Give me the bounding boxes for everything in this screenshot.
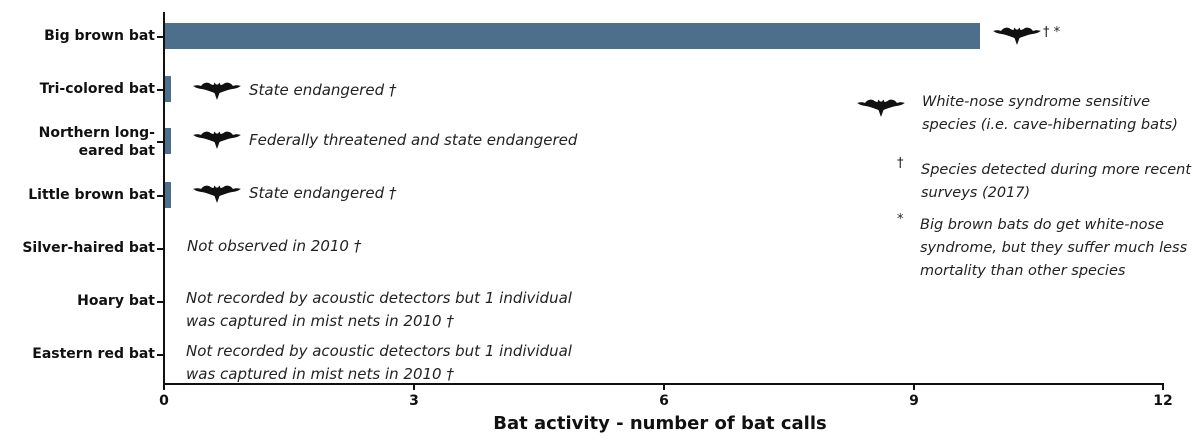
category-label-line: Northern long- [38, 125, 155, 141]
x-tick-label: 9 [909, 393, 919, 409]
annotation-big-brown-bat: † * [1043, 25, 1061, 40]
category-label: Big brown bat [44, 28, 155, 44]
legend-line: mortality than other species [920, 263, 1126, 279]
y-tick [157, 36, 163, 38]
annotation-hoary-bat: Not recorded by acoustic detectors but 1… [186, 287, 572, 333]
x-tick [913, 384, 915, 390]
bat-icon [193, 80, 241, 102]
annotation-eastern-red-bat: Not recorded by acoustic detectors but 1… [186, 340, 572, 386]
annotation-line: was captured in mist nets in 2010 † [186, 365, 454, 383]
y-tick [157, 354, 163, 356]
legend-star-symbol: * [897, 212, 904, 227]
category-label: Hoary bat [77, 293, 155, 309]
category-label: Tri-colored bat [39, 81, 155, 97]
category-label: Little brown bat [28, 187, 155, 203]
legend-dagger-text: Species detected during more recent surv… [921, 159, 1191, 205]
y-tick [157, 195, 163, 197]
x-tick-label: 12 [1153, 393, 1173, 409]
legend-line: Big brown bats do get white-nose [920, 217, 1164, 233]
x-tick [413, 384, 415, 390]
y-tick [157, 301, 163, 303]
bar-northern-long-eared-bat [165, 128, 171, 154]
annotation-silver-haired-bat: Not observed in 2010 † [187, 237, 362, 255]
x-tick [163, 384, 165, 390]
legend-line: Species detected during more recent [921, 162, 1192, 178]
legend-line: surveys (2017) [921, 185, 1031, 201]
x-tick-label: 0 [159, 393, 169, 409]
category-label-line: eared bat [78, 143, 155, 159]
bar-little-brown-bat [165, 182, 171, 208]
bat-icon [193, 129, 241, 151]
y-tick [157, 89, 163, 91]
annotation-line: Not recorded by acoustic detectors but 1… [186, 289, 572, 307]
legend-line: White-nose syndrome sensitive [922, 94, 1151, 110]
x-tick-label: 6 [659, 393, 669, 409]
bat-icon [193, 183, 241, 205]
annotation-tri-colored-bat: State endangered † [249, 81, 397, 99]
annotation-line: was captured in mist nets in 2010 † [186, 312, 454, 330]
bat-icon [993, 25, 1041, 47]
annotation-line: Not recorded by acoustic detectors but 1… [186, 342, 572, 360]
annotation-northern-long-eared-bat: Federally threatened and state endangere… [249, 131, 578, 149]
x-tick-label: 3 [409, 393, 419, 409]
annotation-little-brown-bat: State endangered † [249, 184, 397, 202]
x-axis-title: Bat activity - number of bat calls [493, 413, 827, 434]
bar-tri-colored-bat [165, 76, 171, 102]
legend-bat-icon [857, 97, 905, 119]
legend-wns-text: White-nose syndrome sensitive species (i… [922, 91, 1178, 137]
category-label: Eastern red bat [32, 346, 155, 362]
x-tick [663, 384, 665, 390]
category-label: Silver-haired bat [22, 240, 155, 256]
y-axis [163, 12, 165, 385]
category-label: Northern long- eared bat [0, 124, 155, 160]
y-tick [157, 141, 163, 143]
bar-big-brown-bat [165, 23, 980, 49]
legend-line: syndrome, but they suffer much less [920, 240, 1188, 256]
legend-dagger-symbol: † [897, 156, 904, 171]
y-tick [157, 248, 163, 250]
legend-star-text: Big brown bats do get white-nose syndrom… [920, 214, 1187, 283]
x-tick [1162, 384, 1164, 390]
legend-line: species (i.e. cave-hibernating bats) [922, 117, 1178, 133]
